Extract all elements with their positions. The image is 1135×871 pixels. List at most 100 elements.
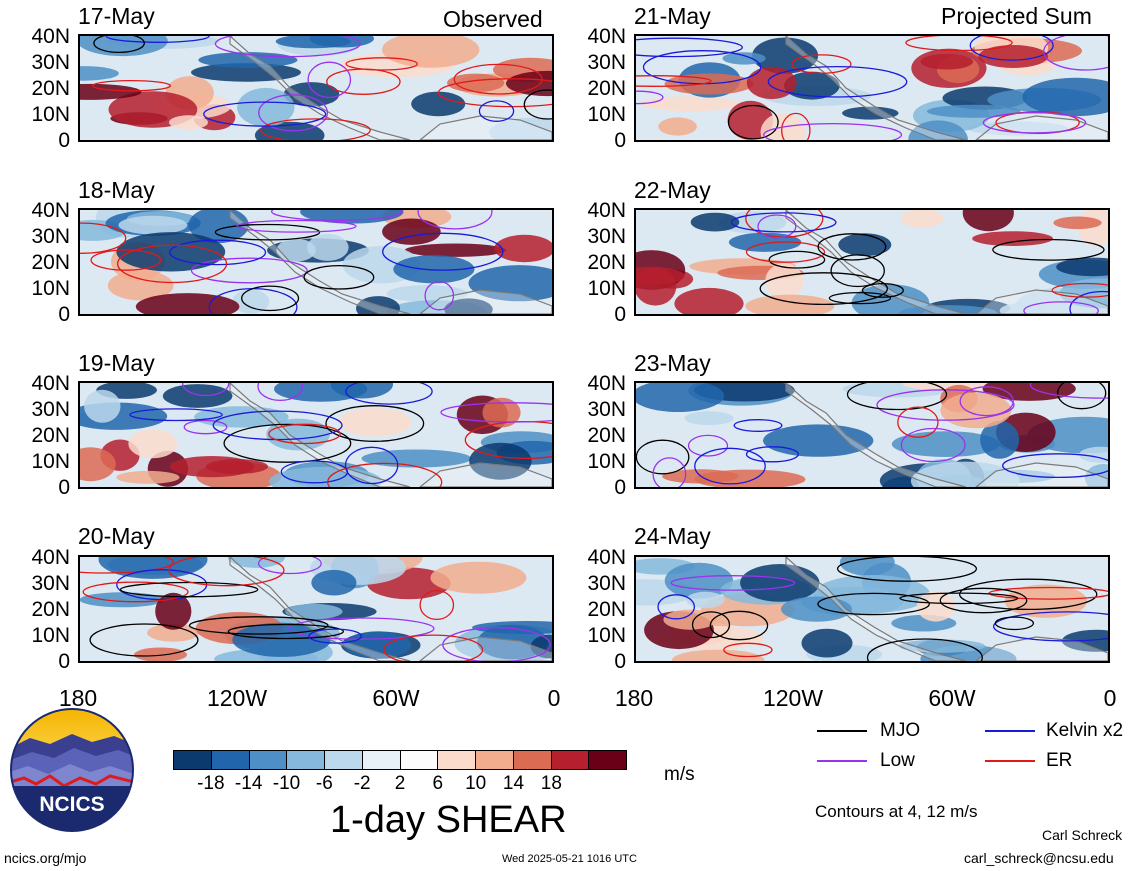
colorbar-title: 1-day SHEAR (330, 799, 567, 841)
wave-contour (453, 63, 543, 95)
shear-anomaly-blob (206, 459, 268, 474)
wave-contour (382, 232, 504, 271)
lat-label: 30N (31, 398, 70, 421)
shear-field (80, 36, 552, 140)
wave-contour (80, 222, 127, 254)
map-panel (634, 208, 1110, 316)
wave-contour (846, 383, 948, 411)
wave-contour (1051, 282, 1108, 298)
wave-contour (383, 634, 484, 661)
lat-label: 10N (31, 450, 70, 473)
wave-contour (657, 594, 696, 620)
shear-anomaly-blob (98, 557, 208, 579)
wave-contour (288, 617, 435, 640)
wave-contour (344, 446, 399, 485)
shear-anomaly-blob (361, 449, 472, 468)
shear-anomaly-blob (784, 71, 840, 100)
lat-label: 20N (587, 424, 626, 447)
colorbar-tick-label: -10 (272, 773, 301, 794)
header-observed: Observed (443, 6, 543, 32)
wave-contour (90, 249, 162, 271)
lat-label: 40N (587, 372, 626, 395)
author-email[interactable]: carl_schreck@ncsu.edu (964, 850, 1114, 866)
lat-label: 0 (614, 129, 626, 152)
shear-anomaly-blob (1056, 257, 1108, 277)
shear-anomaly-blob (506, 70, 552, 97)
map-panel (634, 34, 1110, 142)
map-panel (78, 381, 554, 489)
wave-contour (817, 592, 930, 616)
wave-contour (91, 79, 172, 92)
colorbar-ticks: -18 -14 -10 -6 -2 2 6 10 14 18 (173, 774, 627, 796)
colorbar-swatch (437, 751, 475, 769)
wave-contour (866, 638, 983, 661)
wave-contour (270, 210, 402, 221)
shear-anomaly-blob (338, 408, 412, 437)
legend-swatch-kelvin (985, 730, 1035, 732)
map-panel (78, 555, 554, 663)
colorbar-tick-label: 14 (502, 773, 525, 794)
contours-note: Contours at 4, 12 m/s (815, 802, 978, 821)
coastline (975, 462, 1108, 487)
colorbar-swatch (286, 751, 324, 769)
coastline (785, 557, 967, 661)
shear-anomaly-blob (169, 115, 208, 130)
map-panel (78, 208, 554, 316)
shear-anomaly-blob (330, 383, 393, 399)
wave-contour (236, 219, 357, 233)
colorbar-swatch (248, 751, 287, 769)
shear-anomaly-blob (80, 447, 116, 482)
coastline (229, 210, 411, 314)
wave-contour (417, 210, 493, 230)
colorbar-tick-label: -14 (234, 773, 263, 794)
shear-anomaly-blob (671, 649, 765, 661)
shear-field (636, 557, 1108, 661)
shear-anomaly-blob (842, 106, 899, 120)
shear-anomaly-blob (494, 234, 552, 263)
lat-label: 40N (587, 25, 626, 48)
wave-contour (861, 282, 904, 298)
wave-contour (1029, 383, 1108, 399)
wave-contour (308, 628, 362, 644)
lat-label: 40N (31, 372, 70, 395)
panel-date: 17-May (78, 3, 155, 29)
lat-label: 30N (31, 225, 70, 248)
shear-field (80, 383, 552, 487)
wave-contour (116, 244, 228, 284)
colorbar-swatch (588, 751, 626, 769)
lat-label: 10N (587, 277, 626, 300)
colorbar-swatch (475, 751, 513, 769)
lat-label: 10N (31, 277, 70, 300)
wave-contour (992, 238, 1105, 261)
shear-anomaly-blob (404, 243, 507, 257)
shear-anomaly-blob (472, 621, 552, 634)
wave-contour (223, 423, 352, 463)
wave-contour (727, 104, 779, 140)
coastline (419, 462, 552, 487)
shear-anomaly-blob (765, 263, 804, 299)
wave-contour (80, 557, 175, 574)
lat-label: 0 (58, 303, 70, 326)
shear-anomaly-blob (232, 289, 270, 314)
panel-date: 18-May (78, 177, 155, 203)
logo-text: NCICS (39, 793, 104, 816)
legend-swatch-er (985, 760, 1035, 762)
lat-label: 20N (587, 77, 626, 100)
legend-label-er: ER (1046, 750, 1073, 771)
shear-anomaly-blob (128, 429, 178, 459)
wave-contour (636, 75, 712, 87)
map-panel (634, 555, 1110, 663)
website-link[interactable]: ncics.org/mjo (4, 850, 87, 866)
wave-contour (268, 423, 341, 445)
lat-label: 20N (31, 424, 70, 447)
wave-contour (691, 611, 731, 639)
lon-label: 120W (762, 685, 824, 711)
shear-anomaly-blob (469, 442, 532, 480)
wave-contour (763, 122, 903, 140)
shear-anomaly-blob (237, 87, 295, 127)
wave-contour (1043, 36, 1108, 71)
shear-anomaly-blob (393, 255, 475, 284)
colorbar-tick-label: 18 (540, 773, 562, 794)
shear-anomaly-blob (684, 411, 734, 426)
shear-anomaly-blob (382, 218, 441, 245)
